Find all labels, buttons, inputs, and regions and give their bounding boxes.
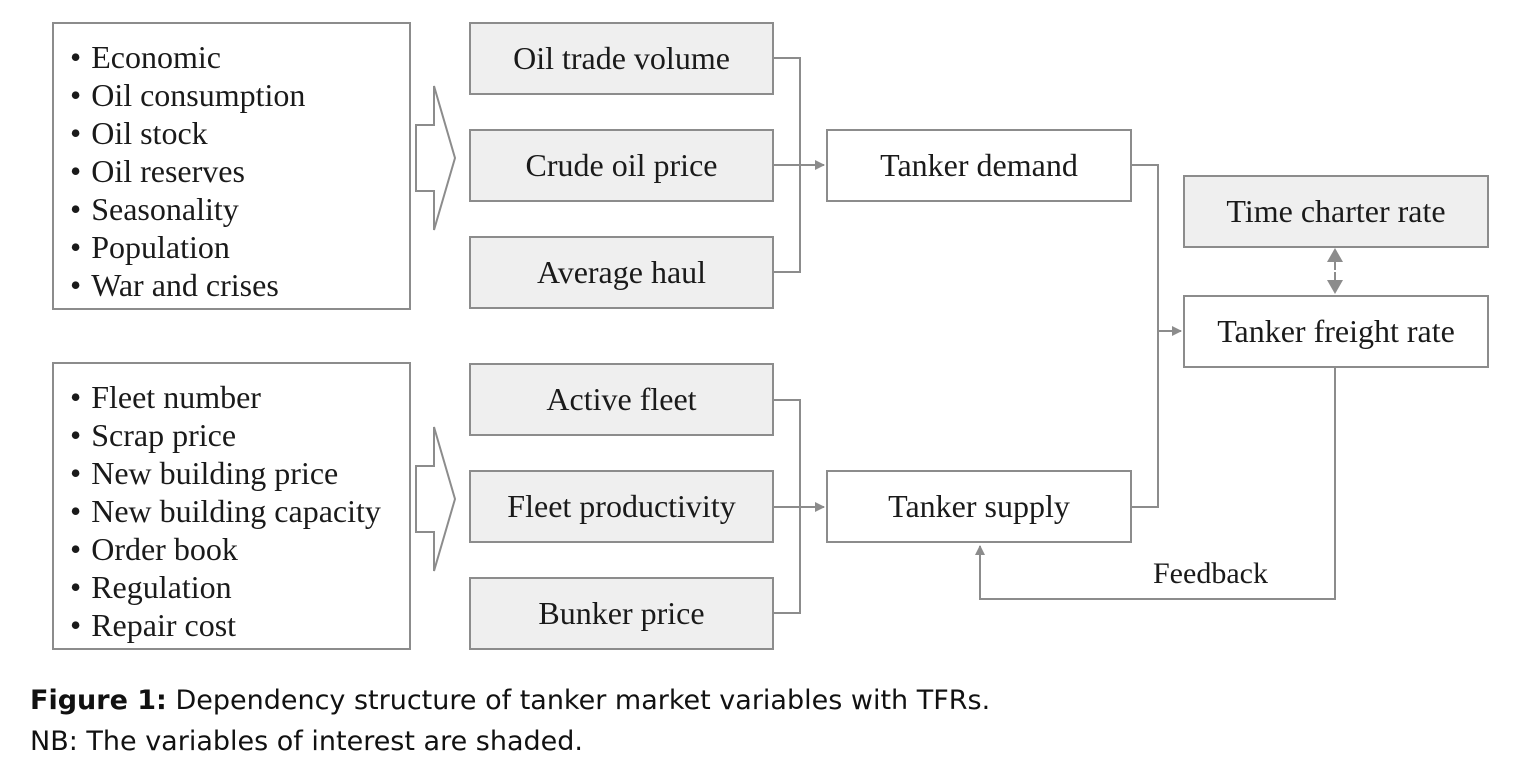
node-tanker-freight-rate: Tanker freight rate (1183, 295, 1489, 368)
node-tanker-supply: Tanker supply (826, 470, 1132, 543)
demand-factor-item: Economic (70, 38, 409, 76)
double-arrow-up-icon (1327, 248, 1343, 262)
node-bunker-price: Bunker price (469, 577, 774, 650)
connector-feedback (975, 368, 1336, 600)
supply-factor-item: Scrap price (70, 416, 409, 454)
node-fleet-productivity: Fleet productivity (469, 470, 774, 543)
caption-label: Figure 1: (30, 685, 167, 716)
supply-factor-item: Fleet number (70, 378, 409, 416)
node-time-charter-rate: Time charter rate (1183, 175, 1489, 248)
connector-tanker-demand (1132, 164, 1159, 508)
node-tanker-demand: Tanker demand (826, 129, 1132, 202)
feedback-label: Feedback (1153, 557, 1268, 590)
caption-note: NB: The variables of interest are shaded… (30, 726, 583, 757)
demand-factor-item: Oil consumption (70, 76, 409, 114)
demand-factors-list: EconomicOil consumptionOil stockOil rese… (52, 22, 411, 310)
caption-line-1: Figure 1: Dependency structure of tanker… (30, 680, 990, 721)
node-active-fleet: Active fleet (469, 363, 774, 436)
demand-factor-item: Population (70, 228, 409, 266)
node-crude-oil-price: Crude oil price (469, 129, 774, 202)
double-arrow-down-icon (1327, 280, 1343, 294)
hollow-arrow-bottom-icon (415, 426, 457, 572)
demand-factor-item: War and crises (70, 266, 409, 304)
supply-factor-item: Regulation (70, 568, 409, 606)
node-oil-trade-volume: Oil trade volume (469, 22, 774, 95)
supply-factor-item: Order book (70, 530, 409, 568)
demand-factor-item: Oil reserves (70, 152, 409, 190)
supply-factor-item: New building price (70, 454, 409, 492)
node-average-haul: Average haul (469, 236, 774, 309)
caption-text: Dependency structure of tanker market va… (166, 685, 991, 716)
supply-factors-list: Fleet numberScrap priceNew building pric… (52, 362, 411, 650)
demand-factor-item: Oil stock (70, 114, 409, 152)
figure-caption: Figure 1: Dependency structure of tanker… (30, 680, 990, 762)
demand-factor-item: Seasonality (70, 190, 409, 228)
supply-factor-item: Repair cost (70, 606, 409, 644)
hollow-arrow-top-icon (415, 85, 457, 231)
supply-factor-item: New building capacity (70, 492, 409, 530)
